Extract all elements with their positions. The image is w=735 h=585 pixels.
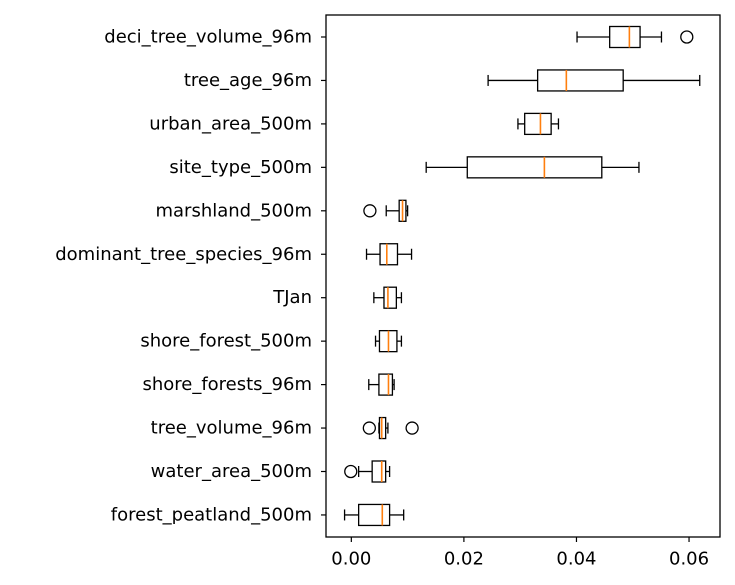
iqr-box xyxy=(524,112,552,136)
outlier-point xyxy=(362,421,376,435)
x-axis: 0.00 0.02 0.04 0.06 xyxy=(331,537,709,570)
outlier-point xyxy=(405,421,419,435)
box-marshland-500m xyxy=(363,199,409,222)
outlier-point xyxy=(363,204,377,218)
outlier-point xyxy=(344,464,358,479)
y-tick-label: shore_forest_500m xyxy=(140,331,312,352)
box-dominant-tree-species-96m xyxy=(365,243,413,266)
y-tick-label: site_type_500m xyxy=(169,157,312,178)
iqr-box xyxy=(378,416,387,440)
y-tick-label: TJan xyxy=(272,287,312,308)
iqr-box xyxy=(378,373,394,396)
iqr-box xyxy=(609,25,641,49)
box-tree-volume-96m xyxy=(362,416,419,440)
x-tick-label: 0.06 xyxy=(669,549,709,570)
y-tick-label: dominant_tree_species_96m xyxy=(55,244,312,265)
box-site-type-500m xyxy=(425,156,640,179)
y-tick-label: water_area_500m xyxy=(151,461,312,482)
iqr-box xyxy=(357,503,391,527)
box-forest-peatland-500m xyxy=(343,503,405,527)
box-water-area-500m xyxy=(344,460,391,483)
y-tick-label: tree_age_96m xyxy=(184,70,312,91)
y-tick-label: marshland_500m xyxy=(155,200,312,221)
box-deci-tree-volume-96m xyxy=(576,25,694,49)
y-tick-label: forest_peatland_500m xyxy=(111,504,312,525)
iqr-box xyxy=(379,243,399,266)
box-TJan xyxy=(373,286,403,309)
y-tick-labels: deci_tree_volume_96m tree_age_96m urban_ar… xyxy=(55,27,326,525)
y-tick-label: shore_forests_96m xyxy=(142,374,312,395)
y-tick-label: urban_area_500m xyxy=(149,113,312,134)
iqr-box xyxy=(536,69,624,92)
y-tick-label: deci_tree_volume_96m xyxy=(104,27,312,48)
box-shore-forest-500m xyxy=(374,329,403,353)
box-shore-forests-96m xyxy=(368,373,395,396)
y-tick-label: tree_volume_96m xyxy=(151,418,312,439)
iqr-box xyxy=(371,460,387,483)
plot-frame xyxy=(325,14,721,538)
box-urban-area-500m xyxy=(517,112,560,136)
iqr-box xyxy=(466,156,603,179)
iqr-box xyxy=(383,286,398,309)
outlier-point xyxy=(680,30,694,44)
box-tree-age-96m xyxy=(487,69,701,92)
box-series xyxy=(343,25,701,527)
x-tick-label: 0.02 xyxy=(444,549,484,570)
x-tick-label: 0.04 xyxy=(556,549,596,570)
x-tick-label: 0.00 xyxy=(331,549,371,570)
